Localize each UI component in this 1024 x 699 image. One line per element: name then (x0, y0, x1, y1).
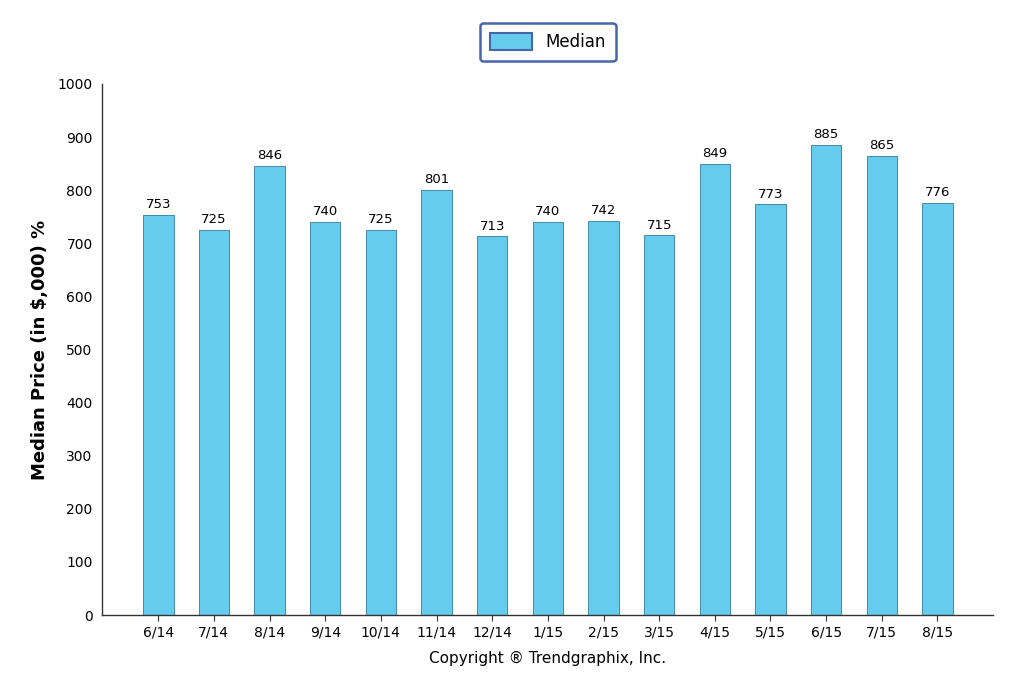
Bar (699, 164, 730, 615)
Text: 740: 740 (536, 206, 560, 218)
Text: 849: 849 (702, 147, 727, 160)
Bar (477, 236, 508, 615)
Text: 773: 773 (758, 188, 783, 201)
Text: 725: 725 (201, 213, 226, 226)
Bar (143, 215, 173, 615)
Text: 740: 740 (312, 206, 338, 218)
Bar (588, 221, 618, 615)
Bar (923, 203, 952, 615)
Text: 713: 713 (479, 219, 505, 233)
Text: 715: 715 (646, 219, 672, 231)
Bar (421, 189, 452, 615)
Bar (366, 230, 396, 615)
Text: 885: 885 (813, 128, 839, 141)
Text: 801: 801 (424, 173, 450, 186)
Text: 742: 742 (591, 204, 616, 217)
Bar (755, 205, 785, 615)
Bar (254, 166, 285, 615)
Bar (644, 236, 675, 615)
Legend: Median: Median (480, 23, 615, 62)
Text: 753: 753 (145, 199, 171, 211)
Y-axis label: Median Price (in $,000) %: Median Price (in $,000) % (31, 219, 49, 480)
Text: 846: 846 (257, 149, 282, 162)
X-axis label: Copyright ® Trendgraphix, Inc.: Copyright ® Trendgraphix, Inc. (429, 651, 667, 665)
Bar (310, 222, 341, 615)
Text: 776: 776 (925, 186, 950, 199)
Text: 725: 725 (368, 213, 393, 226)
Bar (811, 145, 842, 615)
Text: 865: 865 (869, 139, 894, 152)
Bar (532, 222, 563, 615)
Bar (866, 156, 897, 615)
Bar (199, 230, 229, 615)
